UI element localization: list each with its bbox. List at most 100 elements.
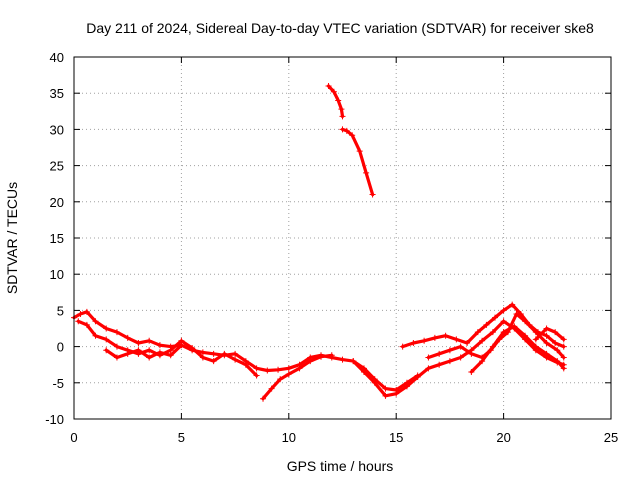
data-point xyxy=(511,323,518,330)
data-point xyxy=(543,339,550,346)
data-point xyxy=(232,356,239,363)
data-point xyxy=(425,354,432,361)
x-tick-label: 20 xyxy=(496,430,510,445)
data-point xyxy=(421,337,428,344)
data-point xyxy=(464,339,471,346)
data-point xyxy=(489,329,496,336)
y-tick-label: 40 xyxy=(50,50,64,65)
data-point xyxy=(83,308,90,315)
data-point xyxy=(113,329,120,336)
data-point xyxy=(113,343,120,350)
data-point xyxy=(339,126,346,133)
series-track-j xyxy=(468,323,567,375)
data-point xyxy=(543,350,550,357)
data-point xyxy=(436,361,443,368)
data-point xyxy=(369,191,376,198)
y-tick-label: 35 xyxy=(50,86,64,101)
series-track-e xyxy=(325,82,346,120)
data-point xyxy=(339,113,346,120)
data-point xyxy=(554,347,561,354)
series-line xyxy=(340,127,375,197)
y-tick-label: 30 xyxy=(50,122,64,137)
data-point xyxy=(328,352,335,359)
data-point xyxy=(403,383,410,390)
data-point xyxy=(457,343,464,350)
data-point xyxy=(500,329,507,336)
data-point xyxy=(146,354,153,361)
data-point xyxy=(268,385,275,392)
series-track-k xyxy=(532,325,567,343)
x-axis-label: GPS time / hours xyxy=(287,458,394,474)
data-point xyxy=(146,347,153,354)
data-point xyxy=(221,350,228,357)
data-point xyxy=(285,365,292,372)
data-point xyxy=(199,349,206,356)
data-point xyxy=(492,314,499,321)
data-point xyxy=(335,97,342,104)
data-point xyxy=(552,329,559,336)
series-track-d xyxy=(260,352,335,402)
data-point xyxy=(543,332,550,339)
series-line xyxy=(326,84,345,119)
data-point xyxy=(382,385,389,392)
data-point xyxy=(489,343,496,350)
series-layer xyxy=(71,82,567,402)
data-point xyxy=(532,343,539,350)
y-tick-label: 5 xyxy=(57,303,64,318)
series-line xyxy=(534,326,566,341)
series-track-f xyxy=(339,126,376,198)
data-point xyxy=(167,352,174,359)
data-point xyxy=(513,311,520,318)
y-tick-label: 10 xyxy=(50,267,64,282)
data-point xyxy=(349,132,356,139)
data-point xyxy=(92,318,99,325)
data-point xyxy=(103,325,110,332)
data-point xyxy=(350,358,357,365)
data-point xyxy=(483,321,490,328)
data-point xyxy=(146,337,153,344)
data-point xyxy=(560,336,567,343)
data-point xyxy=(393,390,400,397)
y-tick-label: 25 xyxy=(50,159,64,174)
y-tick-label: 20 xyxy=(50,195,64,210)
data-point xyxy=(457,354,464,361)
data-point xyxy=(103,336,110,343)
data-point xyxy=(425,365,432,372)
data-point xyxy=(199,354,206,361)
data-point xyxy=(479,358,486,365)
data-point xyxy=(554,358,561,365)
data-point xyxy=(124,334,131,341)
data-point xyxy=(552,339,559,346)
y-axis-label: SDTVAR / TECUs xyxy=(4,182,20,294)
data-point xyxy=(178,342,185,349)
data-point xyxy=(468,368,475,375)
data-point xyxy=(339,356,346,363)
data-point xyxy=(356,148,363,155)
x-tick-label: 25 xyxy=(604,430,618,445)
chart-title: Day 211 of 2024, Sidereal Day-to-day VTE… xyxy=(86,20,594,36)
y-tick-label: 15 xyxy=(50,231,64,246)
data-point xyxy=(167,347,174,354)
data-point xyxy=(500,318,507,325)
data-point xyxy=(414,374,421,381)
y-tick-label: -5 xyxy=(52,376,64,391)
data-point xyxy=(325,82,332,89)
data-point xyxy=(156,349,163,356)
data-point xyxy=(431,334,438,341)
data-point xyxy=(522,332,529,339)
data-point xyxy=(399,343,406,350)
data-point xyxy=(436,350,443,357)
data-point xyxy=(479,337,486,344)
x-tick-label: 5 xyxy=(178,430,185,445)
data-point xyxy=(543,325,550,332)
data-point xyxy=(363,169,370,176)
data-point xyxy=(285,371,292,378)
series-track-c xyxy=(103,342,185,361)
data-point xyxy=(360,368,367,375)
data-point xyxy=(522,318,529,325)
data-point xyxy=(242,361,249,368)
data-point xyxy=(75,318,82,325)
series-track-a xyxy=(71,308,421,394)
series-track-g xyxy=(350,318,567,399)
